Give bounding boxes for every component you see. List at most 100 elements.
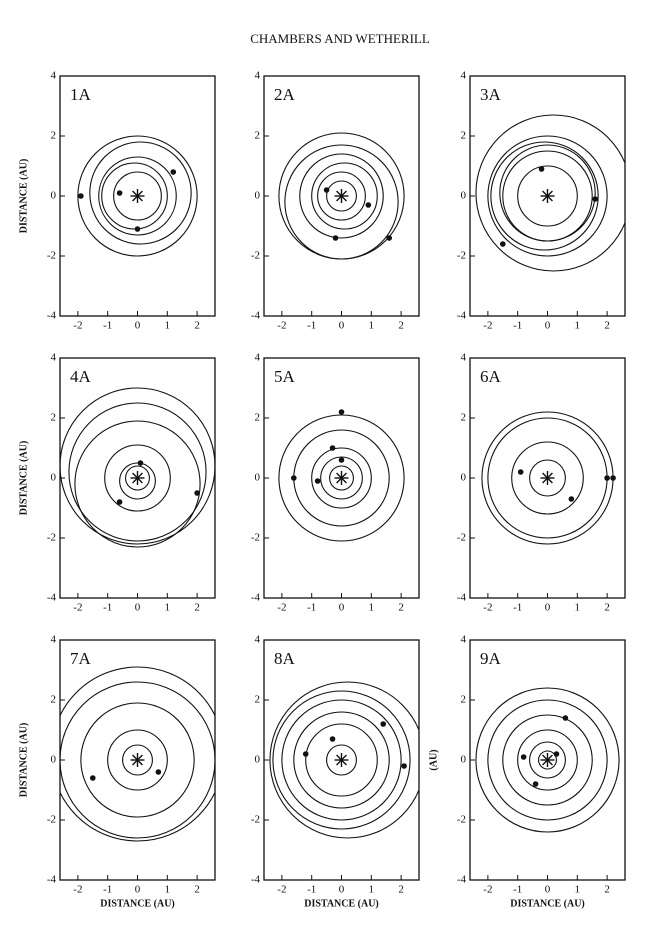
orbit [475, 687, 620, 833]
planet [89, 775, 96, 781]
planet [365, 202, 372, 208]
planet [401, 763, 407, 769]
orbit [529, 741, 566, 779]
sun-marker [542, 754, 553, 766]
y-tick-label: 2 [51, 130, 57, 142]
planet [323, 187, 330, 193]
sun-marker [336, 190, 347, 202]
orbit [475, 114, 625, 272]
planet [380, 721, 387, 727]
orbit [326, 180, 357, 212]
x-tick-label: -1 [513, 602, 522, 614]
orbit-group [60, 666, 215, 842]
y-tick-label: -2 [457, 250, 466, 262]
y-tick-label: 0 [461, 472, 467, 484]
orbit [305, 723, 378, 797]
panel-label: 9A [480, 649, 502, 668]
x-tick-label: 2 [194, 320, 200, 332]
y-tick-label: 0 [51, 472, 57, 484]
orbit [311, 162, 378, 230]
planet [116, 190, 123, 196]
x-tick-label: 2 [604, 884, 610, 896]
orbit [74, 420, 201, 548]
x-tick-label: 1 [165, 320, 171, 332]
x-tick-label: 2 [194, 602, 200, 614]
sun-marker [336, 472, 347, 484]
x-tick-label: 2 [398, 884, 404, 896]
y-tick-label: 2 [461, 412, 467, 424]
x-tick-label: -1 [103, 320, 112, 332]
sun-marker [336, 754, 347, 766]
planet [386, 235, 392, 241]
x-tick-label: -1 [513, 320, 522, 332]
y-tick-label: 4 [255, 70, 261, 82]
x-tick-label: 2 [194, 884, 200, 896]
x-tick-label: 0 [545, 884, 551, 896]
y-tick-label: -4 [457, 310, 467, 322]
sun-marker [132, 472, 143, 484]
orbit [113, 171, 162, 221]
orbit [511, 441, 584, 515]
planet [78, 193, 84, 199]
y-tick-label: 4 [51, 634, 57, 646]
y-axis-label: DISTANCE (AU) [18, 159, 29, 234]
x-tick-label: 0 [545, 602, 551, 614]
x-tick-label: 1 [575, 320, 581, 332]
planet [338, 409, 345, 415]
y-tick-label: 2 [51, 412, 57, 424]
panel-label: 8A [274, 649, 296, 668]
orbit [293, 711, 390, 809]
sun-marker [132, 754, 143, 766]
planet [134, 226, 141, 232]
orbit [125, 465, 150, 491]
planet [604, 475, 610, 481]
y-tick-label: -4 [47, 592, 57, 604]
y-tick-label: 4 [461, 352, 467, 364]
planet [170, 169, 177, 175]
x-tick-label: 1 [369, 884, 375, 896]
orbit [104, 444, 171, 512]
planet [568, 496, 575, 502]
x-tick-label: -1 [103, 884, 112, 896]
planet [562, 715, 569, 721]
x-tick-label: 2 [604, 602, 610, 614]
x-tick-label: 0 [135, 320, 141, 332]
orbit [487, 699, 608, 821]
orbit [299, 153, 384, 239]
orbit [538, 750, 557, 770]
x-tick-label: -2 [277, 320, 286, 332]
x-tick-label: 1 [369, 320, 375, 332]
x-tick-label: -1 [513, 884, 522, 896]
x-tick-label: 0 [135, 602, 141, 614]
y-tick-label: 4 [461, 70, 467, 82]
panel-label: 2A [274, 85, 296, 104]
orbit [89, 141, 192, 245]
orbit [122, 744, 153, 776]
planet [329, 445, 336, 451]
y-tick-label: 0 [255, 754, 261, 766]
page-title: CHAMBERS AND WETHERILL [250, 31, 430, 46]
y-tick-label: 0 [51, 190, 57, 202]
x-tick-label: 2 [604, 320, 610, 332]
y-tick-label: 2 [461, 694, 467, 706]
orbit [320, 456, 363, 500]
y-tick-label: 4 [51, 352, 57, 364]
y-tick-label: -2 [47, 814, 56, 826]
orbit [272, 690, 411, 830]
x-tick-label: 0 [545, 320, 551, 332]
planet [155, 769, 162, 775]
y-tick-label: -2 [47, 250, 56, 262]
planet [332, 235, 339, 241]
y-tick-label: -4 [251, 592, 261, 604]
y-tick-label: 0 [255, 472, 261, 484]
orbit [98, 156, 177, 236]
sun-marker [542, 472, 553, 484]
x-tick-label: -2 [73, 602, 82, 614]
x-tick-label: -1 [307, 602, 316, 614]
orbit [529, 459, 566, 497]
x-tick-label: -2 [483, 602, 492, 614]
orbit [329, 465, 354, 491]
planet [329, 736, 336, 742]
